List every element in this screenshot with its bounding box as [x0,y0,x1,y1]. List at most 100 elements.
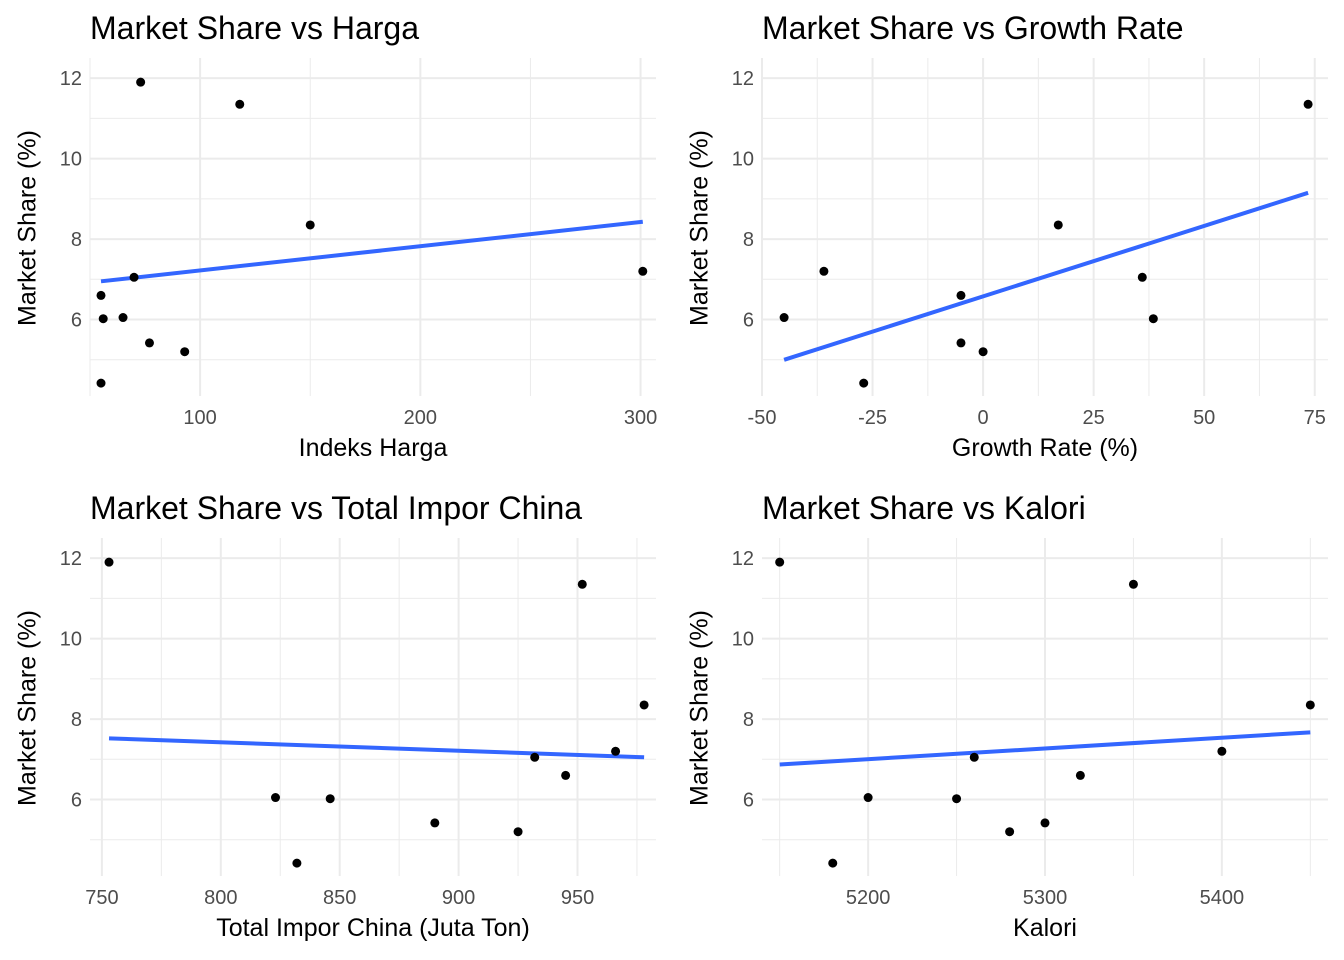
data-point [1217,746,1227,756]
data-point [611,746,621,756]
x-tick-label: 25 [1083,407,1105,429]
chart-panel-growth-rate: -50 -25 0 25 50 75 6 8 10 12 Market Share vs Grow… [672,0,1344,480]
data-point [1040,818,1050,828]
x-tick-label: 5300 [1023,887,1068,909]
data-point [639,700,649,710]
data-point [96,378,106,388]
y-tick-label: 6 [743,310,754,332]
data-point [136,77,146,87]
data-point [1303,99,1313,109]
data-point [978,347,988,357]
y-tick-label: 12 [732,548,754,570]
x-tick-label: -25 [858,407,887,429]
data-point [235,99,245,109]
data-point [859,378,869,388]
y-axis-label: Market Share (%) [685,130,714,326]
plot-impor-china: 750 800 850 900 950 6 8 10 12 [60,538,656,909]
y-tick-label: 10 [60,629,82,651]
y-tick-label: 8 [743,229,754,251]
chart-title: Market Share vs Kalori [762,490,1086,526]
data-point [144,338,154,348]
y-tick-label: 12 [60,548,82,570]
x-tick-label: 5400 [1200,887,1245,909]
x-tick-label: 100 [183,407,216,429]
y-tick-label: 8 [743,709,754,731]
x-axis-label: Kalori [1013,914,1077,942]
y-tick-label: 12 [732,68,754,90]
data-point [513,827,523,837]
data-point [118,313,128,323]
chart-title: Market Share vs Growth Rate [762,10,1184,46]
data-point [561,770,571,780]
data-point [1305,700,1315,710]
y-tick-label: 8 [71,229,82,251]
x-tick-label: 300 [624,407,657,429]
y-axis-label: Market Share (%) [685,610,714,806]
x-tick-label: 75 [1304,407,1326,429]
y-tick-label: 10 [60,149,82,171]
data-point [325,794,335,804]
data-point [969,752,979,762]
regression-line [108,736,645,760]
x-tick-label: 800 [204,887,237,909]
data-point [104,557,114,567]
x-tick-label: 950 [561,887,594,909]
y-tick-label: 10 [732,629,754,651]
y-tick-label: 6 [71,790,82,812]
y-tick-label: 10 [732,149,754,171]
y-tick-label: 6 [743,790,754,812]
data-point [956,290,966,300]
data-point [292,858,302,868]
data-point [1128,579,1138,589]
data-point [779,313,789,323]
x-tick-label: 50 [1193,407,1215,429]
x-axis-label: Total Impor China (Juta Ton) [216,914,530,942]
x-tick-label: 850 [323,887,356,909]
data-point [956,338,966,348]
data-point [828,858,838,868]
data-point [1075,770,1085,780]
x-tick-label: -50 [748,407,777,429]
data-point [775,557,785,567]
x-tick-label: 900 [442,887,475,909]
chart-title: Market Share vs Total Impor China [90,490,583,526]
data-point [1005,827,1015,837]
y-tick-label: 8 [71,709,82,731]
data-point [638,266,648,276]
data-point [1137,272,1147,282]
data-point [96,290,106,300]
regression-line [779,730,1311,767]
plot-growth-rate: -50 -25 0 25 50 75 6 8 10 12 [732,58,1328,429]
x-tick-label: 5200 [846,887,891,909]
regression-line [783,190,1309,362]
data-point [530,752,540,762]
data-point [863,793,873,803]
data-point [305,220,315,230]
data-point [98,314,108,324]
data-point [129,272,139,282]
data-point [819,266,829,276]
data-point [577,579,587,589]
x-axis-label: Growth Rate (%) [951,434,1139,462]
data-point [430,818,440,828]
data-point [180,347,190,357]
chart-title: Market Share vs Harga [90,10,420,46]
y-axis-label: Market Share (%) [13,610,42,806]
plot-harga: 100 200 300 6 8 10 12 [60,58,657,429]
data-point [1148,314,1158,324]
x-axis-label: Indeks Harga [298,434,448,462]
plot-kalori: 5200 5300 5400 6 8 10 12 [732,538,1328,909]
data-point [270,793,280,803]
chart-panel-harga: 100 200 300 6 8 10 12 Market Share vs Harga In… [0,0,672,480]
x-tick-label: 750 [85,887,118,909]
regression-line [100,219,644,284]
data-point [1053,220,1063,230]
chart-panel-impor-china: 750 800 850 900 950 6 8 10 12 Market Share vs To… [0,480,672,960]
y-tick-label: 12 [60,68,82,90]
x-tick-label: 0 [978,407,989,429]
y-tick-label: 6 [71,310,82,332]
chart-panel-kalori: 5200 5300 5400 6 8 10 12 Market Share vs Kalor… [672,480,1344,960]
x-tick-label: 200 [404,407,437,429]
y-axis-label: Market Share (%) [13,130,42,326]
data-point [952,794,962,804]
